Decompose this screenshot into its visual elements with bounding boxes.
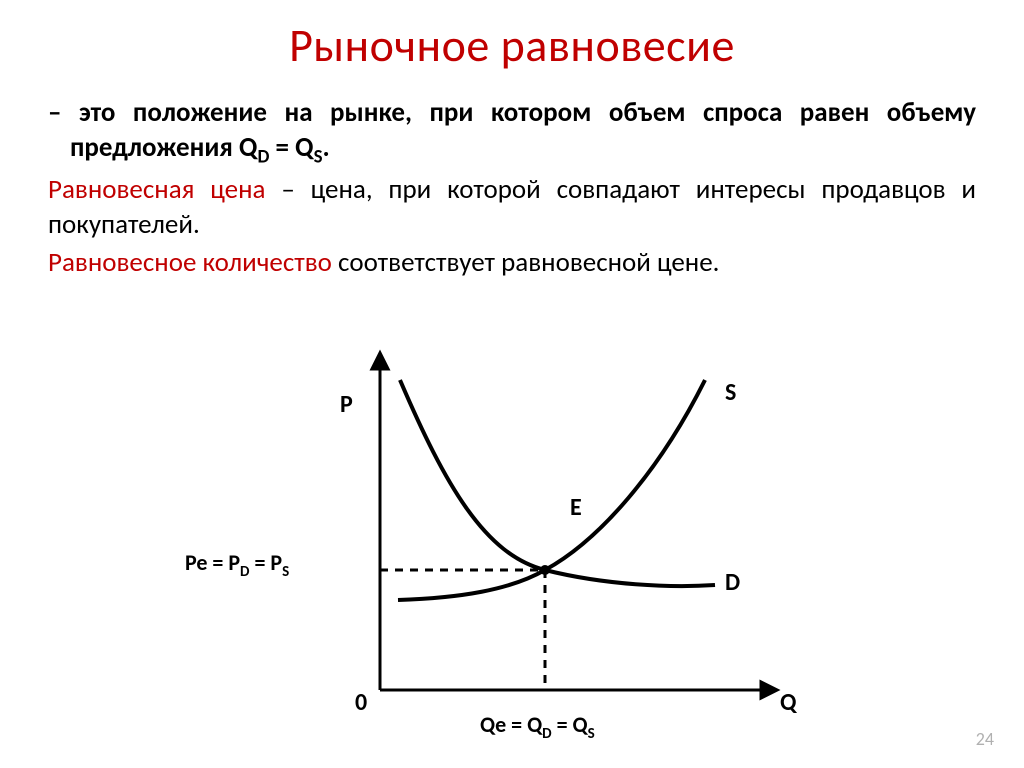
def-sub2: S (314, 145, 323, 168)
title-text: Рыночное равновесие (289, 18, 735, 74)
equilibrium-point (540, 565, 550, 575)
def-sub1: D (257, 145, 269, 168)
demand-curve (400, 380, 715, 586)
label-Q: Q (780, 688, 798, 717)
supply-curve (398, 380, 705, 600)
para-price: Равновесная цена – цена, при которой сов… (48, 173, 976, 242)
equilibrium-chart: P Q 0 E D S Pe = PD = PS Qe = QD = QS (150, 340, 870, 760)
label-S: S (725, 378, 736, 407)
term-price: Равновесная цена (48, 173, 265, 206)
def-lead: – это положение на рынке, при котором об… (48, 96, 976, 164)
label-D: D (725, 568, 740, 597)
label-Qe: Qe = QD = QS (480, 711, 595, 743)
label-Pe: Pe = PD = PS (185, 549, 289, 581)
chart-svg: P Q 0 E D S Pe = PD = PS Qe = QD = QS (150, 340, 870, 760)
page-title: Рыночное равновесие (0, 0, 1024, 74)
term-qty: Равновесное количество (48, 246, 332, 279)
label-E: E (570, 493, 582, 522)
def-tail: . (323, 131, 330, 164)
para-qty: Равновесное количество соответствует рав… (48, 246, 976, 281)
rest-qty: соответствует равновесной цене. (332, 246, 720, 279)
page-number: 24 (976, 728, 994, 750)
def-mid: = Q (269, 131, 313, 164)
definition-para: – это положение на рынке, при котором об… (48, 96, 976, 169)
label-origin: 0 (355, 688, 367, 717)
body-text: – это положение на рынке, при котором об… (0, 74, 1024, 281)
label-P: P (340, 390, 353, 419)
